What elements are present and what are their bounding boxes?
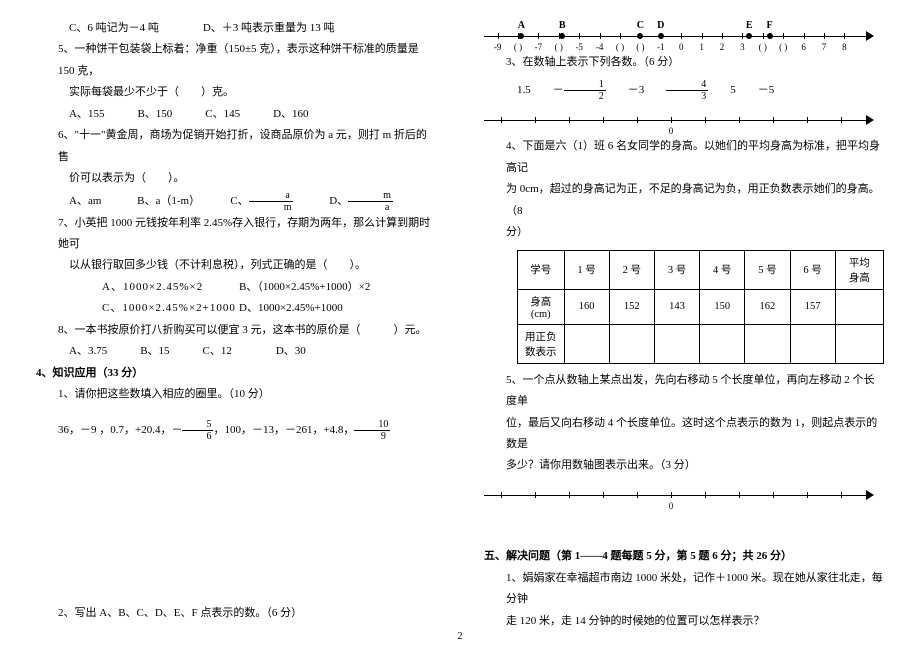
rq4: 4、下面是六（1）班 6 名女同学的身高。以她们的平均身高为标准，把平均身高记 (484, 136, 884, 179)
q6o-b: B、a（1-m） (137, 195, 194, 207)
q6o-c: C、 (230, 195, 248, 207)
frac-43: 43 (666, 79, 708, 102)
rq3: 3、在数轴上表示下列各数。（6 分） (484, 52, 884, 73)
q7o2: C、1000×2.45%×2+1000D、1000×2.45%+1000 (36, 298, 436, 319)
rq3nums: 1.5 －12 －3 43 5 －5 (484, 79, 884, 102)
q7: 7、小英把 1000 元钱按年利率 2.45%存入银行，存期为两年，那么计算到期… (36, 213, 436, 256)
rq4c: 分） (484, 222, 884, 243)
frac-12: 12 (564, 79, 606, 102)
q6: 6、"十一"黄金周，商场为促销开始打折，设商品原价为 a 元，则打 m 折后的售 (36, 125, 436, 168)
q6o: A、am B、a（1-m） C、am D、ma (36, 190, 436, 213)
frac-ma: ma (348, 190, 393, 213)
number-line-2: 0 (484, 106, 884, 134)
rq5c: 多少？请你用数轴图表示出来。（3 分） (484, 455, 884, 476)
q7o1: A、1000×2.45%×2B、（1000×2.45%+1000）×2 (36, 277, 436, 298)
frac-am: am (249, 190, 294, 213)
s4q2: 2、写出 A、B、C、D、E、F 点表示的数。（6 分） (36, 603, 436, 624)
q6o-a: A、am (69, 195, 101, 207)
page-number: 2 (458, 631, 463, 642)
s5q1b: 走 120 米，走 14 分钟的时候她的位置可以怎样表示？ (484, 611, 884, 632)
q5: 5、一种饼干包装袋上标着：净重（150±5 克），表示这种饼干标准的质量是 15… (36, 39, 436, 82)
frac-56: 56 (182, 419, 213, 442)
height-table: 学号1 号2 号3 号4 号5 号6 号平均身高身高(cm)1601521431… (517, 250, 884, 364)
q6b: 价可以表示为（ ）。 (36, 168, 436, 189)
frac-109: 109 (354, 419, 390, 442)
q7b: 以从银行取回多少钱（不计利息税），列式正确的是（ ）。 (36, 255, 436, 276)
number-line-1: -9( )-7( )-5-4( )( )-10123( )( )678ABCDE… (484, 22, 884, 50)
q5o: A、155 B、150 C、145 D、160 (36, 104, 436, 125)
rq4b: 为 0cm，超过的身高记为正，不足的身高记为负，用正负数表示她们的身高。（8 (484, 179, 884, 222)
s5q1: 1、娟娟家在幸福超市南边 1000 米处，记作＋1000 米。现在她从家往北走，… (484, 568, 884, 611)
section4: 4、知识应用（33 分） (36, 363, 436, 384)
q5b: 实际每袋最少不少于（ ）克。 (36, 82, 436, 103)
q5-opts-cd: C、6 吨记为－4 吨 D、＋3 吨表示重量为 13 吨 (36, 18, 436, 39)
q8: 8、一本书按原价打八折购买可以便宜 3 元，这本书的原价是（ ）元。 (36, 320, 436, 341)
rq5: 5、一个点从数轴上某点出发，先向右移动 5 个长度单位，再向左移动 2 个长度单 (484, 370, 884, 413)
s4q1: 1、请你把这些数填入相应的圈里。（10 分） (36, 384, 436, 405)
q8o: A、3.75 B、15 C、12 D、30 (36, 341, 436, 362)
rq5b: 位，最后又向右移动 4 个长度单位。这时这个点表示的数为 1，则起点表示的数是 (484, 413, 884, 456)
section5: 五、解决问题（第 1——4 题每题 5 分，第 5 题 6 分；共 26 分） (484, 546, 884, 567)
q6o-d: D、 (329, 195, 348, 207)
s4nums: 36，－9 ，0.7，+20.4，－56，100，－13，－261，+4.8，1… (36, 419, 436, 442)
number-line-3: 0 (484, 481, 884, 509)
